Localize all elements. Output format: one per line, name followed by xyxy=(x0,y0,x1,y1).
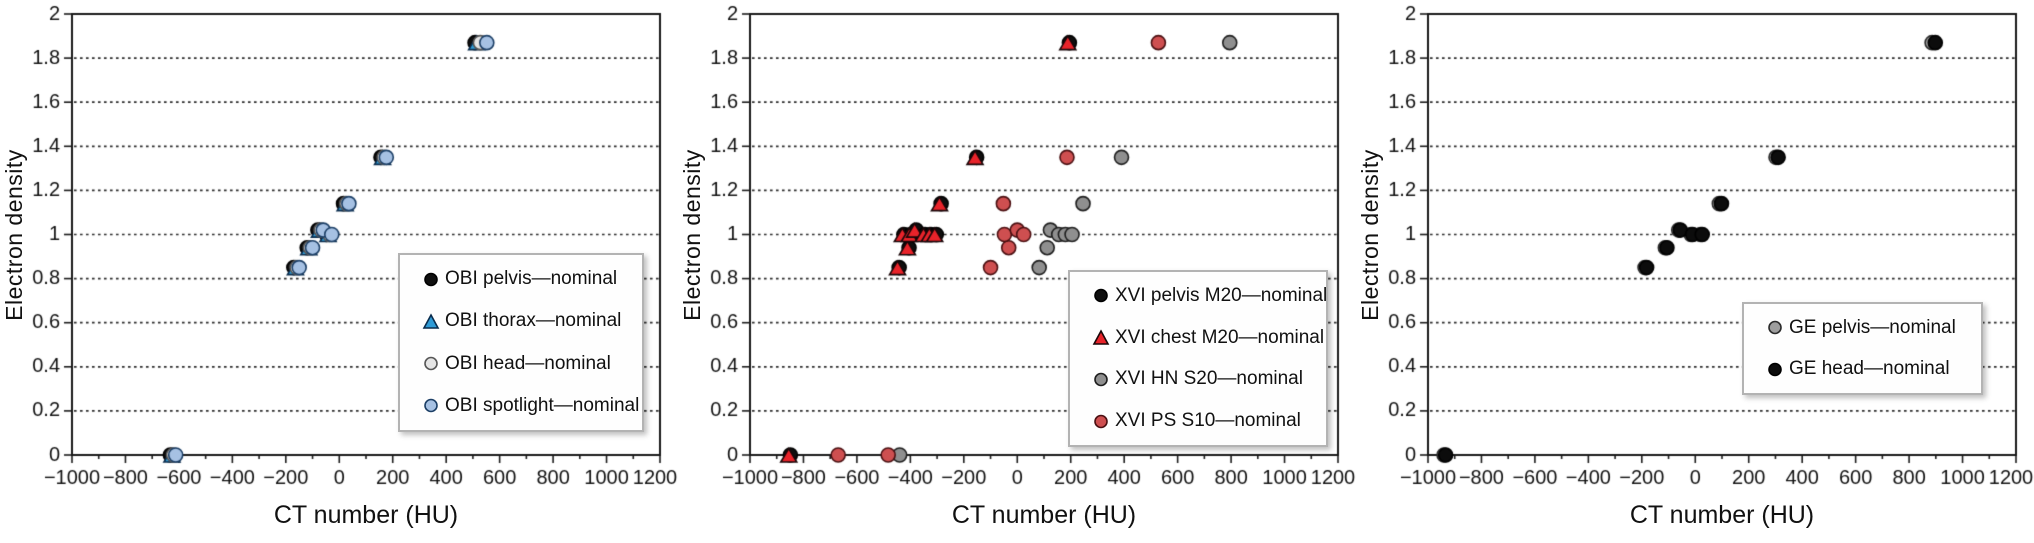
legend-item: OBI spotlight—nominal xyxy=(422,394,640,417)
legend-item: OBI pelvis—nominal xyxy=(422,268,638,290)
triangle-marker-icon xyxy=(422,313,440,329)
ge-scatter-canvas xyxy=(1356,0,2034,543)
legend-label: OBI spotlight—nominal xyxy=(445,394,640,416)
panel-ge: Electron density CT number (HU) GE pelvi… xyxy=(1356,0,2034,543)
legend-label: OBI thorax—nominal xyxy=(445,310,622,332)
legend-item: GE head—nominal xyxy=(1766,358,1977,380)
circle-marker-icon xyxy=(1768,362,1782,377)
legend: OBI pelvis—nominal OBI thorax—nominal OBI … xyxy=(398,253,644,432)
legend: GE pelvis—nominal GE head—nominal xyxy=(1742,302,1983,395)
x-axis-title: CT number (HU) xyxy=(273,501,459,529)
legend-label: OBI head—nominal xyxy=(445,352,611,374)
y-axis-title: Electron density xyxy=(1357,149,1383,321)
legend: XVI pelvis M20—nominal XVI chest M20—nomi… xyxy=(1068,270,1328,447)
legend-item: XVI chest M20—nominal xyxy=(1092,326,1325,349)
panel-obi: Electron density CT number (HU) OBI pelv… xyxy=(0,0,678,543)
x-axis-title: CT number (HU) xyxy=(951,501,1137,529)
circle-marker-icon xyxy=(424,356,438,371)
y-axis-title: Electron density xyxy=(1,149,27,321)
legend-item: OBI head—nominal xyxy=(422,353,638,375)
circle-marker-icon xyxy=(1094,414,1108,428)
circle-marker-icon xyxy=(1094,289,1108,303)
legend-label: GE head—nominal xyxy=(1789,358,1950,380)
circle-marker-icon xyxy=(1768,320,1782,335)
legend-item: XVI HN S20—nominal xyxy=(1092,368,1322,390)
panel-xvi: Electron density CT number (HU) XVI pelv… xyxy=(678,0,1356,543)
legend-label: XVI chest M20—nominal xyxy=(1115,326,1325,348)
legend-label: XVI pelvis M20—nominal xyxy=(1115,284,1328,306)
legend-item: XVI PS S10—nominal xyxy=(1092,410,1322,432)
circle-marker-icon xyxy=(1094,372,1108,387)
circle-marker-icon xyxy=(424,399,438,413)
legend-label: XVI PS S10—nominal xyxy=(1115,410,1301,432)
y-axis-title: Electron density xyxy=(679,149,705,321)
legend-item: GE pelvis—nominal xyxy=(1766,317,1977,339)
triangle-marker-icon xyxy=(1092,329,1110,345)
x-axis-title: CT number (HU) xyxy=(1629,501,1815,529)
legend-label: XVI HN S20—nominal xyxy=(1115,368,1303,390)
legend-label: GE pelvis—nominal xyxy=(1789,316,1956,338)
legend-item: XVI pelvis M20—nominal xyxy=(1092,285,1327,307)
circle-marker-icon xyxy=(424,272,438,286)
legend-item: OBI thorax—nominal xyxy=(422,310,638,332)
legend-label: OBI pelvis—nominal xyxy=(445,268,618,290)
